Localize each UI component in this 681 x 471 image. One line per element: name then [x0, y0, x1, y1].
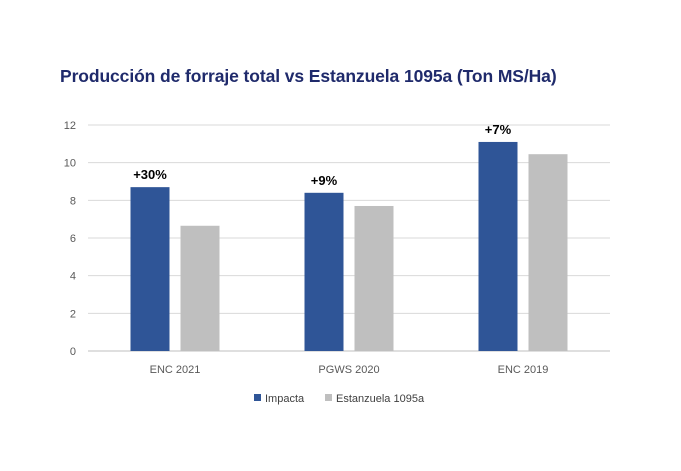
category-label: ENC 2019 — [498, 364, 549, 376]
legend-label-impacta: Impacta — [265, 393, 305, 405]
category-label: ENC 2021 — [150, 364, 201, 376]
y-tick-label: 0 — [70, 346, 76, 358]
bar-impacta — [478, 141, 518, 351]
bars — [130, 141, 568, 351]
legend-label-estanzuela: Estanzuela 1095a — [336, 393, 425, 405]
data-label: +30% — [133, 167, 167, 182]
data-label: +7% — [485, 122, 512, 137]
bar-impacta — [304, 192, 344, 351]
data-label: +9% — [311, 173, 338, 188]
bar-estanzuela — [180, 225, 220, 351]
y-tick-label: 10 — [64, 158, 76, 170]
legend-swatch-impacta — [254, 394, 261, 401]
chart-title: Producción de forraje total vs Estanzuel… — [60, 66, 557, 86]
data-labels: +30% +9% +7% — [133, 122, 511, 188]
category-label: PGWS 2020 — [318, 364, 379, 376]
y-tick-label: 4 — [70, 271, 76, 283]
y-tick-label: 8 — [70, 195, 76, 207]
gridlines — [88, 124, 610, 352]
y-axis-ticks: 0 2 4 6 8 10 12 — [64, 120, 76, 358]
bar-estanzuela — [354, 205, 394, 351]
bar-estanzuela — [528, 154, 568, 351]
category-labels: ENC 2021 PGWS 2020 ENC 2019 — [150, 364, 549, 376]
y-tick-label: 6 — [70, 233, 76, 245]
bar-impacta — [130, 187, 170, 351]
legend: Impacta Estanzuela 1095a — [254, 393, 425, 405]
y-tick-label: 2 — [70, 308, 76, 320]
y-tick-label: 12 — [64, 120, 76, 132]
legend-swatch-estanzuela — [325, 394, 332, 401]
